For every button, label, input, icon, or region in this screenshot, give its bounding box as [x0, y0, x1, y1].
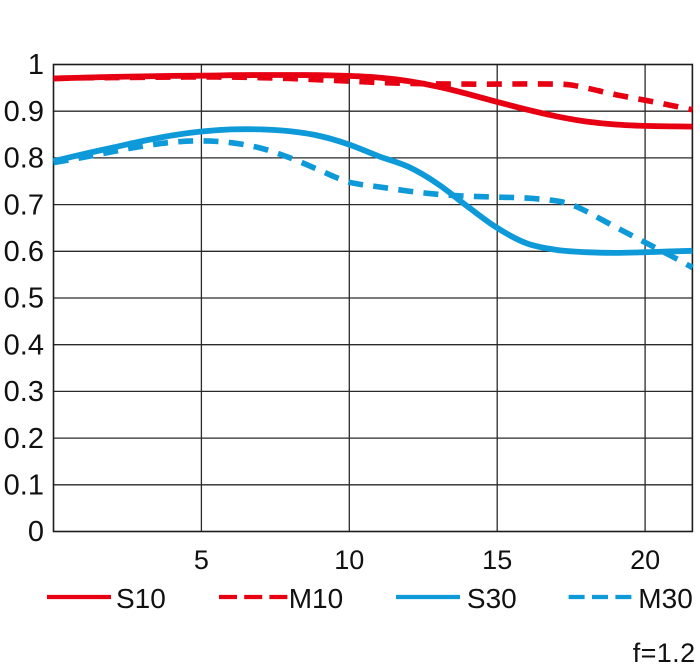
- svg-text:0.1: 0.1: [4, 470, 44, 502]
- svg-text:0.6: 0.6: [4, 236, 44, 268]
- svg-text:0.8: 0.8: [4, 143, 44, 175]
- svg-text:M30: M30: [638, 583, 692, 614]
- svg-text:S30: S30: [467, 583, 517, 614]
- svg-text:0.2: 0.2: [4, 423, 44, 455]
- svg-text:M10: M10: [289, 583, 343, 614]
- svg-text:1: 1: [28, 49, 44, 81]
- svg-text:f=1.2: f=1.2: [633, 638, 696, 668]
- svg-text:0.3: 0.3: [4, 376, 44, 408]
- svg-text:20: 20: [630, 545, 660, 575]
- svg-text:S10: S10: [116, 583, 166, 614]
- svg-text:5: 5: [194, 545, 209, 575]
- svg-text:10: 10: [334, 545, 364, 575]
- svg-text:0.4: 0.4: [4, 329, 44, 361]
- svg-text:0.7: 0.7: [4, 189, 44, 221]
- svg-text:0.5: 0.5: [4, 283, 44, 315]
- svg-text:0: 0: [28, 516, 44, 548]
- svg-text:0.9: 0.9: [4, 96, 44, 128]
- svg-text:15: 15: [482, 545, 512, 575]
